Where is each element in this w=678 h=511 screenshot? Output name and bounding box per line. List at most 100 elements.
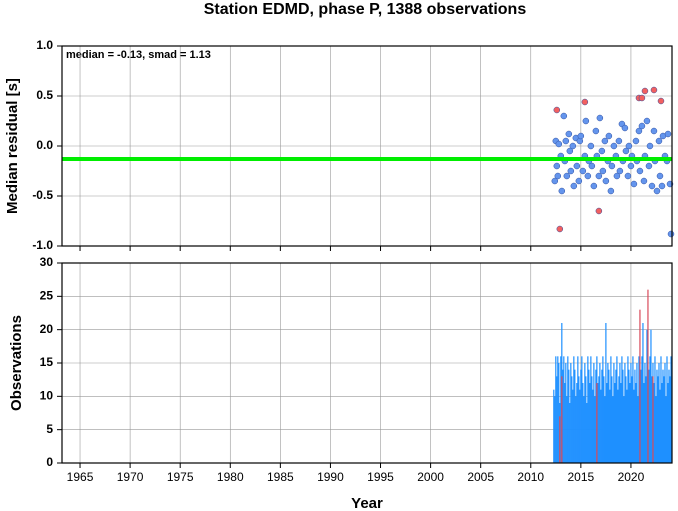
bar xyxy=(622,369,624,463)
bar xyxy=(581,356,583,463)
y-tick-label: 0.5 xyxy=(36,88,53,102)
point xyxy=(602,177,610,185)
bar xyxy=(591,376,593,463)
bar xyxy=(646,329,648,463)
bar xyxy=(624,363,626,463)
bar xyxy=(633,389,635,463)
point xyxy=(655,137,663,145)
bar xyxy=(641,356,643,463)
bar xyxy=(593,363,595,463)
bar xyxy=(566,396,568,463)
point xyxy=(610,142,618,150)
bar xyxy=(580,369,582,463)
bar xyxy=(615,369,617,463)
bar xyxy=(577,356,579,463)
bar xyxy=(632,356,634,463)
bar xyxy=(658,363,660,463)
plot-frame xyxy=(61,262,673,464)
bar xyxy=(601,369,603,463)
bar xyxy=(662,369,664,463)
point xyxy=(616,167,624,175)
bar xyxy=(592,389,594,463)
bar xyxy=(663,376,665,463)
point xyxy=(640,177,648,185)
y-tick-label: 10 xyxy=(40,389,54,403)
bar xyxy=(563,356,565,463)
bar xyxy=(613,363,615,463)
bar xyxy=(570,363,572,463)
bar xyxy=(651,376,653,463)
point xyxy=(555,140,563,148)
point xyxy=(630,180,638,188)
bar xyxy=(639,309,641,463)
point xyxy=(558,187,566,195)
bar xyxy=(555,356,557,463)
point xyxy=(556,225,564,233)
point xyxy=(636,167,644,175)
point xyxy=(621,124,629,132)
y-tick-label: 15 xyxy=(40,355,54,369)
bar xyxy=(630,363,632,463)
y-tick-label: 25 xyxy=(40,289,54,303)
y-tick-label: -0.5 xyxy=(32,188,53,202)
bar xyxy=(554,396,556,463)
bar xyxy=(661,383,663,463)
bar xyxy=(660,356,662,463)
bar xyxy=(594,396,596,463)
bar xyxy=(599,363,601,463)
bar xyxy=(665,396,667,463)
point xyxy=(601,137,609,145)
point xyxy=(584,172,592,180)
bar xyxy=(649,356,651,463)
point xyxy=(592,127,600,135)
point xyxy=(635,127,643,135)
bar xyxy=(582,383,584,463)
point xyxy=(587,142,595,150)
bar xyxy=(562,369,564,463)
bar xyxy=(576,383,578,463)
bar xyxy=(648,369,650,463)
point xyxy=(645,162,653,170)
bar xyxy=(606,383,608,463)
bar xyxy=(620,383,622,463)
bar xyxy=(670,356,672,463)
bar xyxy=(572,389,574,463)
point xyxy=(627,162,635,170)
point xyxy=(553,106,561,114)
bar xyxy=(585,376,587,463)
point xyxy=(554,172,562,180)
bar xyxy=(596,383,598,463)
bar xyxy=(600,389,602,463)
bar xyxy=(602,356,604,463)
point xyxy=(613,172,621,180)
point xyxy=(607,187,615,195)
x-tick-label: 2000 xyxy=(417,470,444,484)
bar xyxy=(560,356,562,463)
bar xyxy=(623,396,625,463)
bar xyxy=(621,356,623,463)
bar xyxy=(557,356,559,463)
bar xyxy=(610,356,612,463)
bar xyxy=(556,376,558,463)
bar xyxy=(655,396,657,463)
bar xyxy=(631,376,633,463)
point xyxy=(577,132,585,140)
point xyxy=(650,86,658,94)
bar xyxy=(653,383,655,463)
bar xyxy=(553,389,555,463)
x-tick-label: 1965 xyxy=(67,470,94,484)
bar xyxy=(643,383,645,463)
bar xyxy=(583,396,585,463)
bar xyxy=(579,389,581,463)
bar xyxy=(626,389,628,463)
y-tick-label: 20 xyxy=(40,322,54,336)
point xyxy=(656,172,664,180)
point xyxy=(596,114,604,122)
bar xyxy=(657,376,659,463)
chart-title: Station EDMD, phase P, 1388 observations xyxy=(204,1,527,18)
bar xyxy=(636,363,638,463)
bar xyxy=(578,376,580,463)
bar xyxy=(589,383,591,463)
bar xyxy=(637,396,639,463)
